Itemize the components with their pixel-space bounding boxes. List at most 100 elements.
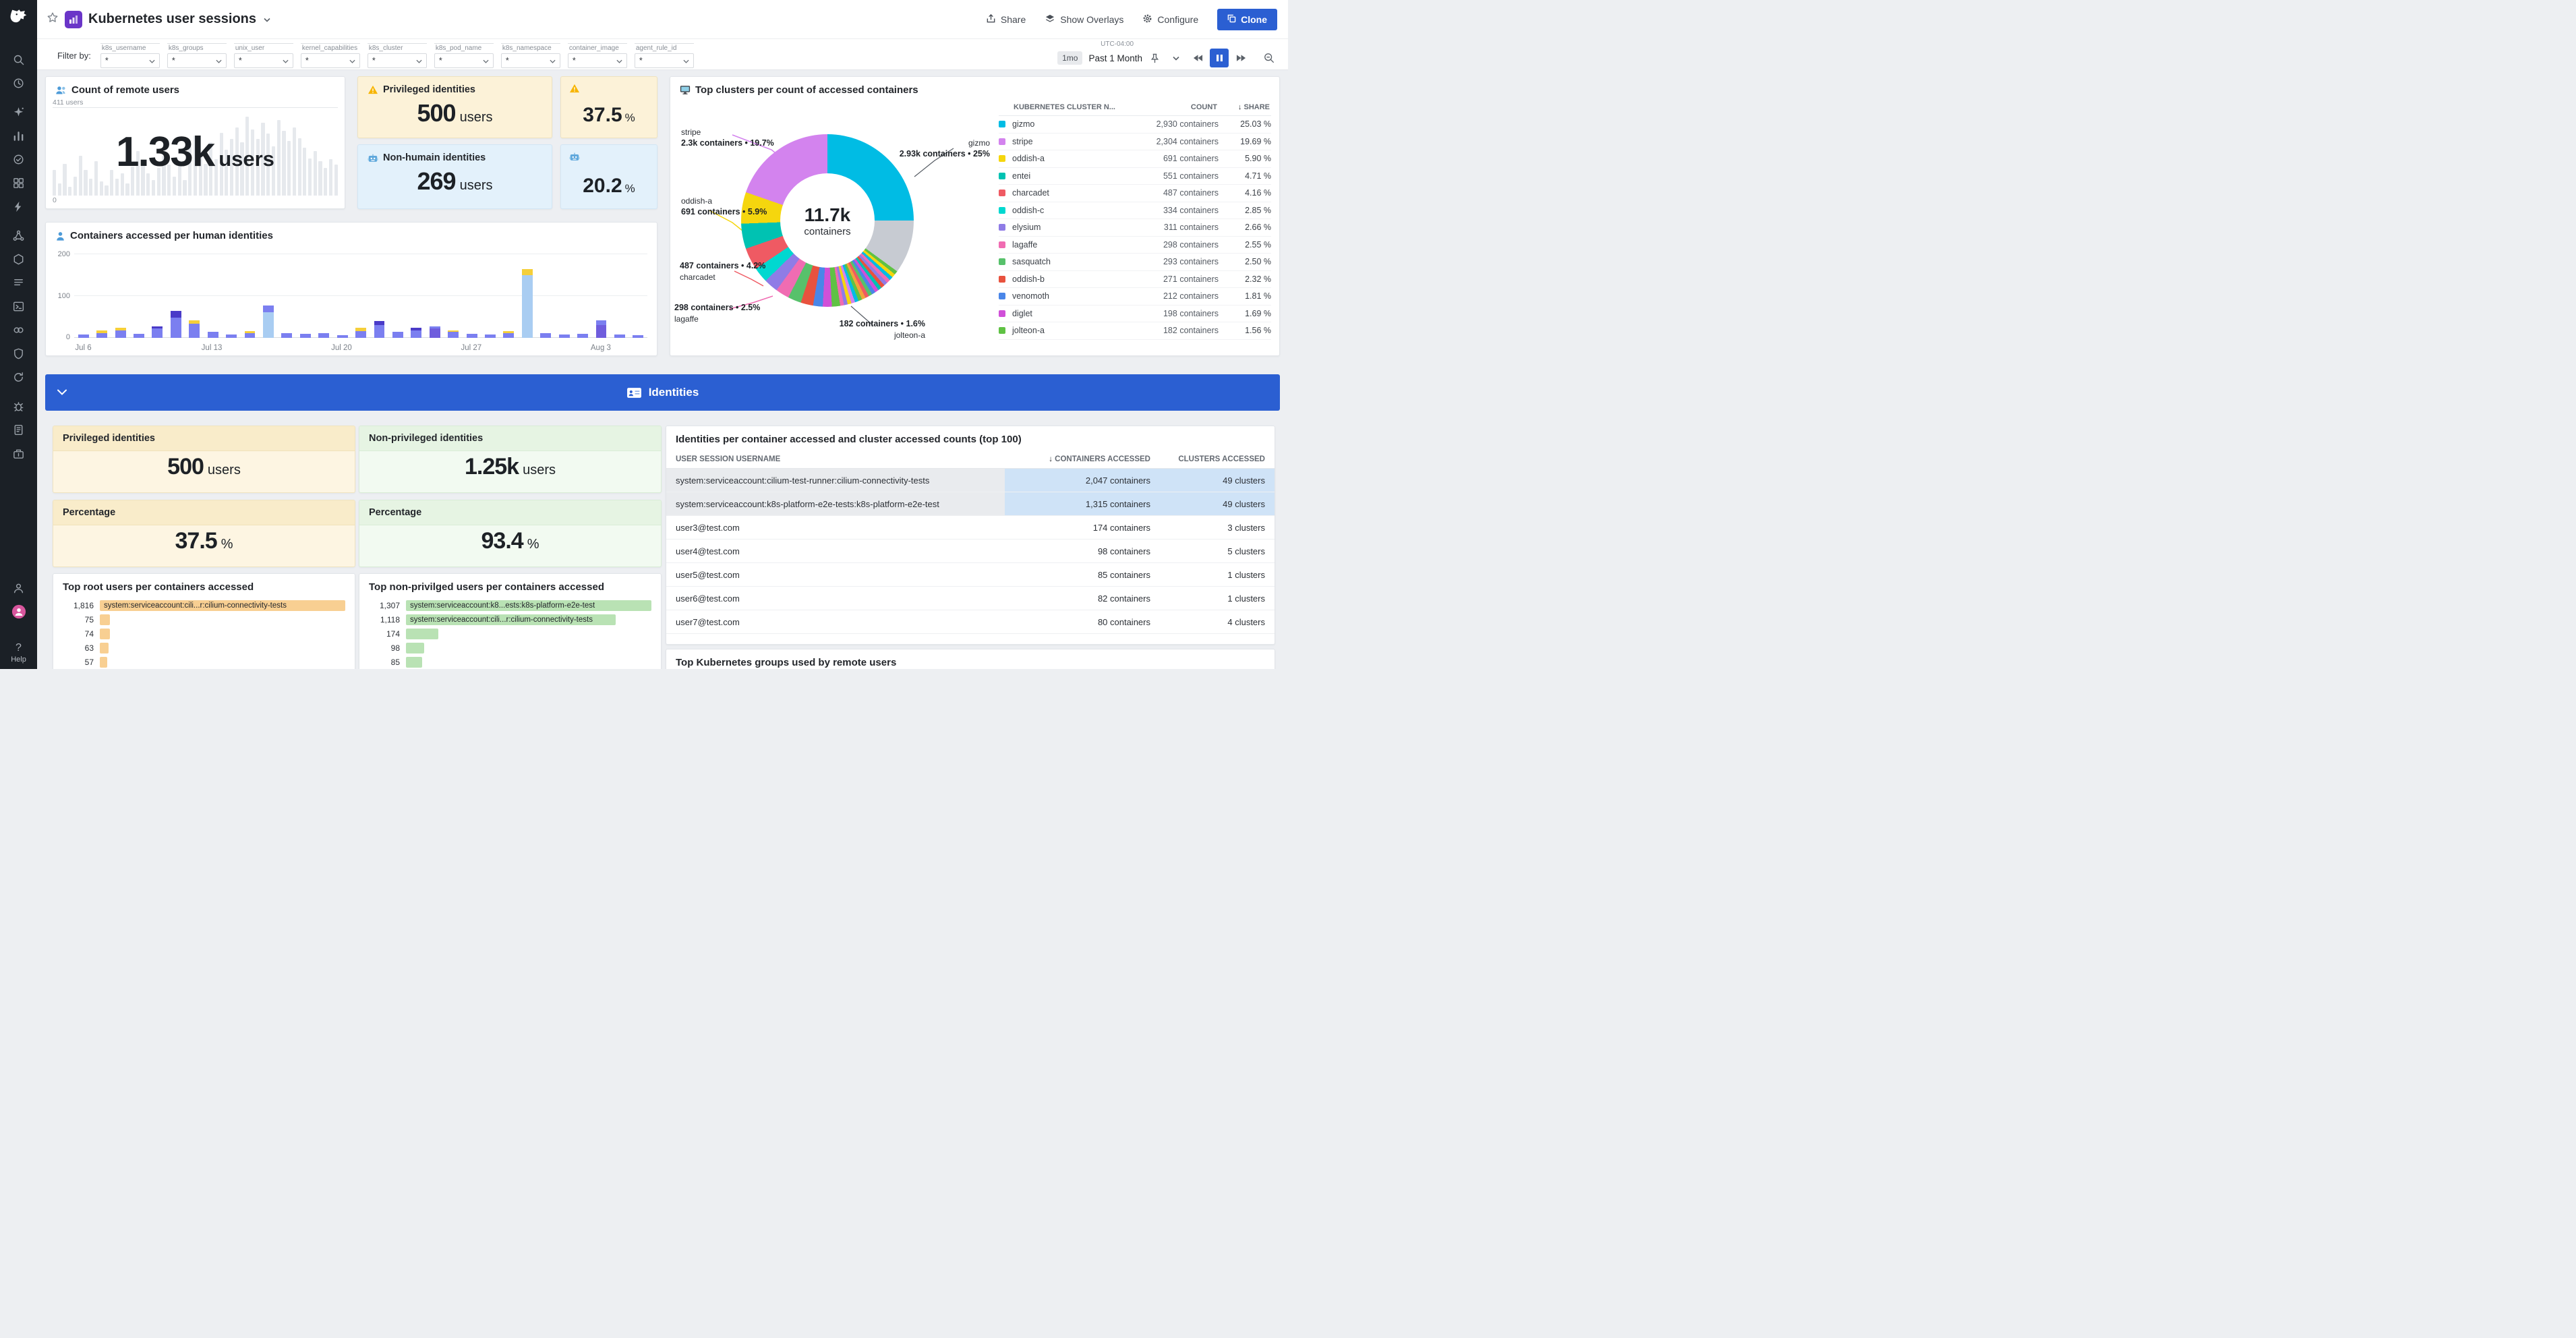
help-button[interactable]: ? Help: [11, 642, 26, 664]
integrations-icon[interactable]: [11, 322, 26, 337]
org-icon[interactable]: [11, 581, 26, 595]
top-list-bar-row[interactable]: 75: [59, 614, 345, 625]
cluster-table-row[interactable]: elysium 311 containers 2.66 %: [999, 219, 1271, 237]
share-button[interactable]: Share: [986, 13, 1026, 26]
filter-value-dropdown[interactable]: *: [100, 53, 160, 68]
filter-kernel_capabilities[interactable]: kernel_capabilities *: [300, 43, 360, 68]
identity-table-row[interactable]: system:serviceaccount:k8s-platform-e2e-t…: [666, 492, 1275, 516]
time-dropdown-chevron[interactable]: [1167, 49, 1185, 67]
step-backward-button[interactable]: [1188, 49, 1207, 67]
cluster-table-row[interactable]: oddish-a 691 containers 5.90 %: [999, 150, 1271, 168]
filter-agent_rule_id[interactable]: agent_rule_id *: [634, 43, 694, 68]
filter-container_image[interactable]: container_image *: [567, 43, 627, 68]
filter-unix_user[interactable]: unix_user *: [233, 43, 293, 68]
pause-button[interactable]: [1210, 49, 1229, 67]
filter-value-dropdown[interactable]: *: [300, 53, 360, 68]
datadog-logo[interactable]: [9, 7, 29, 29]
cluster-table-row[interactable]: lagaffe 298 containers 2.55 %: [999, 237, 1271, 254]
cluster-table-row[interactable]: oddish-c 334 containers 2.85 %: [999, 202, 1271, 219]
configure-button[interactable]: Configure: [1142, 13, 1198, 26]
series-color-dot: [999, 310, 1005, 317]
human-chart[interactable]: 200 100 0: [58, 250, 647, 341]
apm-icon[interactable]: [11, 228, 26, 243]
infrastructure-icon[interactable]: [11, 252, 26, 266]
avatar-icon[interactable]: [11, 604, 26, 619]
top-list-bar-row[interactable]: 1,118 system:serviceaccount:cili...r:cili…: [365, 614, 651, 625]
synthetics-icon[interactable]: [11, 370, 26, 384]
filter-value-dropdown[interactable]: *: [167, 53, 227, 68]
filter-value-dropdown[interactable]: *: [567, 53, 627, 68]
pin-timeframe-button[interactable]: [1145, 49, 1164, 67]
identity-table-row[interactable]: user3@test.com 174 containers 3 clusters: [666, 516, 1275, 540]
filter-k8s_pod_name[interactable]: k8s_pod_name *: [434, 43, 494, 68]
top-list-bar-row[interactable]: 63: [59, 643, 345, 653]
events-icon[interactable]: [11, 199, 26, 214]
top-list-bar-row[interactable]: 57: [59, 657, 345, 668]
filter-value-dropdown[interactable]: *: [233, 53, 293, 68]
filter-value-dropdown[interactable]: *: [500, 53, 560, 68]
cluster-donut-chart[interactable]: 11.7k containers: [741, 134, 914, 307]
top-list-bar-row[interactable]: 98: [365, 643, 651, 653]
identity-table-row[interactable]: user6@test.com 82 containers 1 clusters: [666, 587, 1275, 610]
identity-table-row[interactable]: system:serviceaccount:cilium-test-runner…: [666, 469, 1275, 492]
cluster-table-header[interactable]: KUBERNETES CLUSTER N... COUNT ↓ SHARE: [999, 100, 1271, 116]
cluster-table-row[interactable]: stripe 2,304 containers 19.69 %: [999, 134, 1271, 150]
id-card-icon: [626, 387, 642, 399]
title-chevron-icon[interactable]: [264, 13, 270, 26]
watchdog-icon[interactable]: [11, 105, 26, 119]
zoom-out-button[interactable]: [1260, 49, 1279, 67]
favorite-star-icon[interactable]: [47, 11, 59, 27]
filter-value-dropdown[interactable]: *: [634, 53, 694, 68]
filter-k8s_namespace[interactable]: k8s_namespace *: [500, 43, 560, 68]
callout-charcadet: 487 containers • 4.2% charcadet: [680, 261, 766, 282]
cluster-table-row[interactable]: sasquatch 293 containers 2.50 %: [999, 254, 1271, 271]
cluster-table-row[interactable]: charcadet 487 containers 4.16 %: [999, 185, 1271, 202]
filter-k8s_groups[interactable]: k8s_groups *: [167, 43, 227, 68]
collapse-chevron-icon[interactable]: [57, 386, 67, 399]
identity-table-row[interactable]: user4@test.com 98 containers 5 clusters: [666, 540, 1275, 563]
ci-icon[interactable]: [11, 299, 26, 314]
clone-button[interactable]: Clone: [1217, 8, 1277, 30]
top-list-bar-row[interactable]: 74: [59, 629, 345, 639]
logs-icon[interactable]: [11, 275, 26, 290]
cluster-table-row[interactable]: diglet 198 containers 1.69 %: [999, 306, 1271, 322]
dashboards-icon[interactable]: [11, 175, 26, 190]
notebooks-icon[interactable]: [11, 422, 26, 437]
identities-table-header[interactable]: USER SESSION USERNAME ↓ CONTAINERS ACCES…: [666, 450, 1275, 469]
monitors-icon[interactable]: [11, 152, 26, 167]
cluster-table-row[interactable]: gizmo 2,930 containers 25.03 %: [999, 116, 1271, 134]
error-tracking-icon[interactable]: [11, 399, 26, 413]
cluster-table-row[interactable]: entei 551 containers 4.71 %: [999, 168, 1271, 185]
security-icon[interactable]: [11, 346, 26, 361]
top-list-bar-row[interactable]: 1,307 system:serviceaccount:k8...ests:k8s…: [365, 600, 651, 611]
remote-users-chart[interactable]: 411 users 0 1.33k users: [53, 98, 338, 204]
search-icon[interactable]: [11, 52, 26, 67]
identity-table-row[interactable]: user7@test.com 80 containers 4 clusters: [666, 610, 1275, 634]
filter-k8s_username[interactable]: k8s_username *: [100, 43, 160, 68]
id-table-rows: system:serviceaccount:cilium-test-runner…: [666, 469, 1275, 634]
time-range-badge: 1mo: [1057, 51, 1083, 65]
cluster-table-row[interactable]: jolteon-a 182 containers 1.56 %: [999, 322, 1271, 340]
cluster-table-row[interactable]: venomoth 212 containers 1.81 %: [999, 288, 1271, 306]
cluster-donut-zone: 11.7k containers stripe 2.3k containers •…: [670, 101, 1004, 355]
identity-table-row[interactable]: user5@test.com 85 containers 1 clusters: [666, 563, 1275, 587]
top-list-bar-row[interactable]: 1,816 system:serviceaccount:cili...r:cili…: [59, 600, 345, 611]
step-forward-button[interactable]: [1231, 49, 1250, 67]
filter-label: container_image: [568, 45, 619, 52]
show-overlays-button[interactable]: Show Overlays: [1045, 13, 1123, 26]
history-icon[interactable]: [11, 76, 26, 90]
card-containers-per-human: Containers accessed per human identities…: [45, 222, 657, 356]
card-title: Count of remote users: [71, 84, 180, 96]
section-identities-banner[interactable]: Identities: [45, 374, 1280, 411]
time-range-picker[interactable]: 1mo Past 1 Month: [1057, 49, 1142, 67]
filter-k8s_cluster[interactable]: k8s_cluster *: [367, 43, 427, 68]
filter-value-dropdown[interactable]: *: [367, 53, 427, 68]
metrics-icon[interactable]: [11, 128, 26, 143]
top-list-bar-row[interactable]: 174: [365, 629, 651, 639]
releases-icon[interactable]: [11, 446, 26, 461]
cluster-table-row[interactable]: oddish-b 271 containers 2.32 %: [999, 271, 1271, 288]
card-top-nonpriv-users: Top non-privilged users per containers a…: [359, 573, 662, 669]
top-list-bar-row[interactable]: 85: [365, 657, 651, 668]
card-title: Containers accessed per human identities: [70, 230, 273, 241]
filter-value-dropdown[interactable]: *: [434, 53, 494, 68]
